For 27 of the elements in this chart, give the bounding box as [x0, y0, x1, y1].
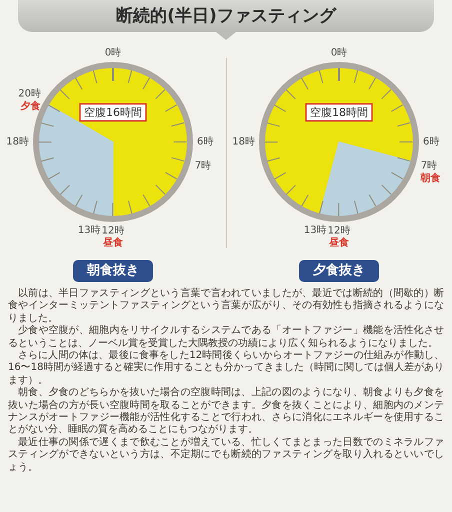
text: 昼食	[102, 236, 123, 249]
text: 朝食抜き	[87, 263, 139, 279]
text: 12時	[328, 224, 350, 237]
text: 0時	[104, 46, 122, 59]
text: 13時	[78, 224, 101, 236]
text: 夕食抜き	[313, 263, 365, 279]
text: 20時	[18, 87, 41, 100]
text: 12時	[102, 224, 124, 237]
text: 7時	[194, 160, 212, 172]
data-label: 空腹18時間	[310, 106, 368, 119]
text: 6時	[196, 136, 214, 148]
text: 昼食	[328, 236, 349, 249]
text: 以前は、半日ファスティングという言葉で言われていましたが、最近では断続的（間歇的）断食やインターミッテントファスティングという言葉が広がり、その有効性も指摘されるようになりました。	[8, 288, 444, 324]
text: 断続的(半日)ファスティング	[116, 6, 336, 26]
data-label: 空腹16時間	[84, 106, 142, 119]
text: 朝食、夕食のどちらかを抜いた場合の空腹時間は、上記の図のようになり、朝食よりも夕食を抜いた場合の方が長い空腹時間を取ることができます。夕食を抜くことにより、細胞内のメンテナンスがオートファジー機能が活性化することで行われ、さらに消化にエネルギーを使用することがない分、睡眠の質を高めることにもつながります。	[8, 387, 444, 436]
text: 最近仕事の関係で遅くまで飲むことが増えている、忙しくてまとまった日数でのミネラルファスティングができないという方は、不定期にでも断続的ファスティングを取り入れるといいでしょう。	[8, 436, 444, 474]
text: 18時	[6, 136, 30, 148]
text: 18時	[232, 136, 256, 148]
text: 13時	[304, 224, 327, 236]
text: 6時	[422, 136, 440, 148]
text: 朝食	[420, 172, 441, 184]
text: 少食や空腹が、細胞内をリサイクルするシステムである「オートファジー」機能を活性化させるということは、ノーベル賞を受賞した大隅教授の功績により広く知られるようになりました。	[8, 325, 444, 350]
text: 7時	[420, 160, 438, 172]
text: さらに人間の体は、最後に食事をした12時間後くらいからオートファジーの仕組みが作動し、16〜18時間が経過すると確実に作用することも分かってきました（時間に関しては個人差があります）。	[8, 350, 444, 386]
text: 0時	[330, 46, 348, 59]
text: 夕食	[20, 100, 41, 112]
